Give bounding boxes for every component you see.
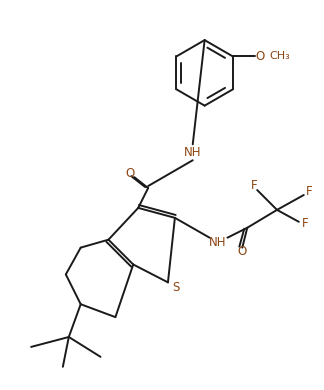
Text: O: O	[255, 50, 264, 63]
Text: F: F	[306, 184, 312, 197]
Text: CH₃: CH₃	[270, 51, 290, 62]
Text: O: O	[126, 167, 135, 180]
Text: NH: NH	[184, 146, 202, 159]
Text: F: F	[301, 217, 308, 230]
Text: O: O	[238, 245, 247, 258]
Text: F: F	[251, 179, 258, 191]
Text: S: S	[172, 281, 179, 294]
Text: NH: NH	[209, 236, 226, 249]
